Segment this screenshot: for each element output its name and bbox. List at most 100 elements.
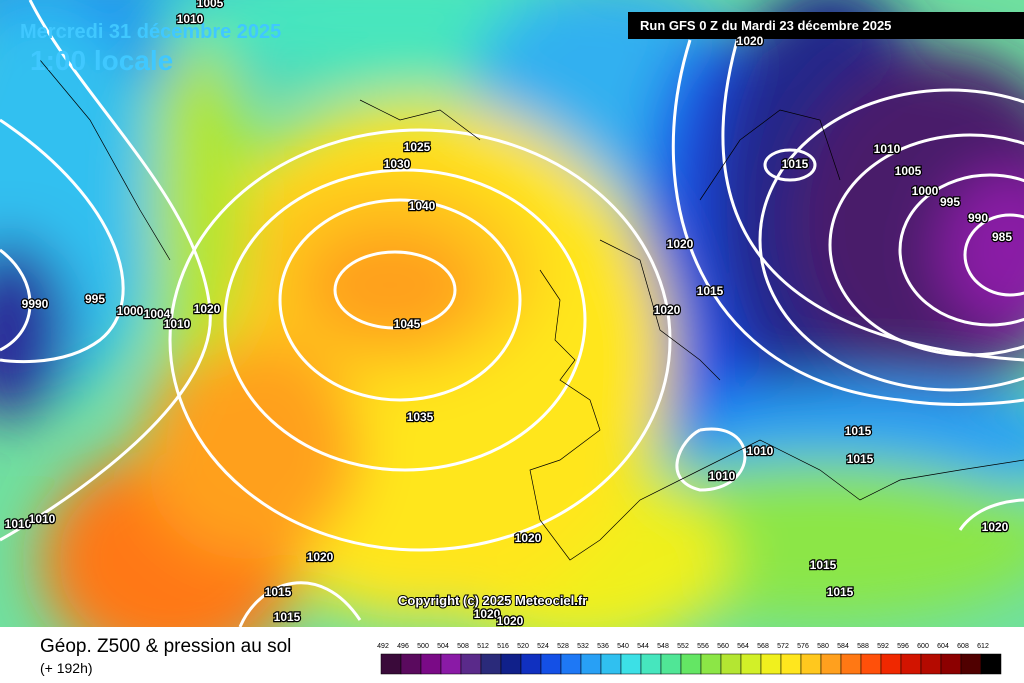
legend-swatch bbox=[760, 653, 782, 675]
legend-swatch bbox=[980, 653, 1002, 675]
legend-swatch bbox=[420, 653, 442, 675]
legend-tick-label: 600 bbox=[917, 643, 929, 650]
isobar-label: 1004 bbox=[144, 307, 171, 321]
legend-swatch bbox=[720, 653, 742, 675]
legend-tick-label: 592 bbox=[877, 643, 889, 650]
legend-tick-label: 536 bbox=[597, 643, 609, 650]
legend-tick-label: 504 bbox=[437, 643, 449, 650]
legend-tick-label: 552 bbox=[677, 643, 689, 650]
legend-tick-label: 508 bbox=[457, 643, 469, 650]
isobar-label: 1010 bbox=[874, 142, 901, 156]
legend-swatch bbox=[560, 653, 582, 675]
legend-swatch bbox=[700, 653, 722, 675]
legend-swatch bbox=[460, 653, 482, 675]
legend-swatch bbox=[620, 653, 642, 675]
legend-tick-label: 496 bbox=[397, 643, 409, 650]
isobar-label: 1020 bbox=[982, 520, 1009, 534]
legend-tick-label: 532 bbox=[577, 643, 589, 650]
legend-swatch bbox=[520, 653, 542, 675]
run-box bbox=[628, 12, 1024, 39]
isobar-label: 1010 bbox=[164, 317, 191, 331]
isobar-label: 1010 bbox=[177, 12, 204, 26]
isobar-label: 1010 bbox=[29, 512, 56, 526]
isobar-label: 1045 bbox=[394, 317, 421, 331]
legend-tick-label: 580 bbox=[817, 643, 829, 650]
legend-swatch bbox=[920, 653, 942, 675]
isobar-label: 1020 bbox=[307, 550, 334, 564]
legend-tick-label: 584 bbox=[837, 643, 849, 650]
legend-tick-label: 492 bbox=[377, 643, 389, 650]
isobar-label: 1015 bbox=[810, 558, 837, 572]
isobar-label: 1020 bbox=[667, 237, 694, 251]
legend-swatch bbox=[900, 653, 922, 675]
isobar-label: 1005 bbox=[197, 0, 224, 10]
isobar-label: 1000 bbox=[912, 184, 939, 198]
legend-swatch bbox=[540, 653, 562, 675]
legend-swatch bbox=[480, 653, 502, 675]
isobars bbox=[0, 0, 1024, 627]
legend-tick-label: 588 bbox=[857, 643, 869, 650]
legend-swatch bbox=[940, 653, 962, 675]
run-label: Run GFS 0 Z du Mardi 23 décembre 2025 bbox=[640, 18, 891, 33]
legend-swatch bbox=[960, 653, 982, 675]
isobar-label: 1010 bbox=[747, 444, 774, 458]
legend-swatch bbox=[860, 653, 882, 675]
legend-swatch bbox=[820, 653, 842, 675]
forecast-date: Mercredi 31 décembre 2025 bbox=[20, 21, 281, 43]
legend-swatch bbox=[840, 653, 862, 675]
legend-tick-label: 516 bbox=[497, 643, 509, 650]
legend-tick-label: 528 bbox=[557, 643, 569, 650]
isobar-label: 995 bbox=[940, 195, 960, 209]
isobar-label: 1015 bbox=[697, 284, 724, 298]
isobar-label: 1020 bbox=[515, 531, 542, 545]
isobar-label: 1015 bbox=[782, 157, 809, 171]
legend-swatch bbox=[660, 653, 682, 675]
legend-tick-label: 572 bbox=[777, 643, 789, 650]
legend-tick-label: 568 bbox=[757, 643, 769, 650]
legend-swatch bbox=[680, 653, 702, 675]
legend-tick-label: 524 bbox=[537, 643, 549, 650]
isobar-label: 1030 bbox=[384, 157, 411, 171]
isobar-label: 1020 bbox=[497, 614, 524, 628]
legend-swatch bbox=[400, 653, 422, 675]
footer-title: Géop. Z500 & pression au sol bbox=[40, 636, 291, 657]
legend-swatch bbox=[580, 653, 602, 675]
legend-tick-label: 500 bbox=[417, 643, 429, 650]
isobar-label: 1020 bbox=[737, 34, 764, 48]
legend-swatch bbox=[380, 653, 402, 675]
isobar-label: 1000 bbox=[117, 304, 144, 318]
legend-swatch bbox=[600, 653, 622, 675]
legend-tick-label: 612 bbox=[977, 643, 989, 650]
legend-tick-label: 608 bbox=[957, 643, 969, 650]
legend-tick-label: 544 bbox=[637, 643, 649, 650]
forecast-time: 1:00 locale bbox=[30, 45, 173, 76]
isobar-label: 1020 bbox=[194, 302, 221, 316]
legend-swatch bbox=[880, 653, 902, 675]
isobar-label: 1040 bbox=[409, 199, 436, 213]
isobar-label: 1025 bbox=[404, 140, 431, 154]
legend-tick-label: 556 bbox=[697, 643, 709, 650]
isobar-label: 1035 bbox=[407, 410, 434, 424]
isobar-label: 1020 bbox=[654, 303, 681, 317]
isobar-label: 1005 bbox=[895, 164, 922, 178]
footer-subtitle: (+ 192h) bbox=[40, 660, 93, 676]
legend-swatch bbox=[780, 653, 802, 675]
legend-tick-label: 576 bbox=[797, 643, 809, 650]
isobar-label: 1010 bbox=[709, 469, 736, 483]
isobar-label: 985 bbox=[992, 230, 1012, 244]
isobar-label: 1015 bbox=[274, 610, 301, 624]
legend-swatch bbox=[640, 653, 662, 675]
isobar-label: 1015 bbox=[265, 585, 292, 599]
legend-tick-label: 512 bbox=[477, 643, 489, 650]
legend-tick-label: 560 bbox=[717, 643, 729, 650]
legend-swatch bbox=[500, 653, 522, 675]
legend-tick-label: 596 bbox=[897, 643, 909, 650]
legend-tick-label: 548 bbox=[657, 643, 669, 650]
legend-tick-label: 540 bbox=[617, 643, 629, 650]
isobar-label: 1020 bbox=[474, 607, 501, 621]
isobar-label: 990 bbox=[968, 211, 988, 225]
isobar-label: 1010 bbox=[5, 517, 32, 531]
legend-swatch bbox=[740, 653, 762, 675]
